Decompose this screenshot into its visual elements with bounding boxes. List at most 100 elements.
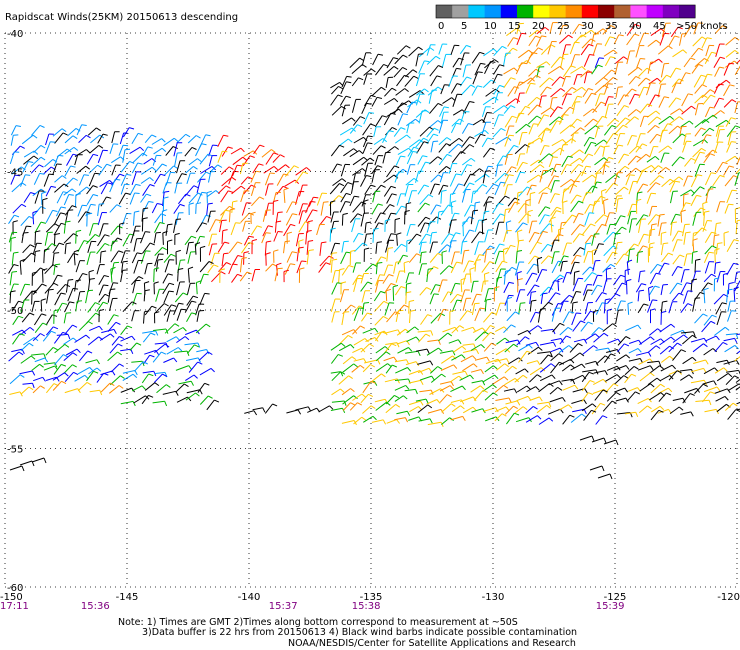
wind-barb: [505, 400, 521, 406]
wind-barb: [548, 408, 564, 415]
wind-barb: [395, 88, 409, 96]
wind-barb: [589, 465, 605, 472]
x-tick-label: -135: [360, 592, 383, 603]
wind-barb: [362, 142, 373, 154]
wind-barb: [20, 386, 34, 395]
wind-barb: [34, 221, 47, 234]
wind-barb: [265, 252, 271, 266]
wind-barb: [186, 172, 196, 185]
wind-barb: [8, 264, 19, 274]
wind-barb: [341, 212, 348, 226]
wind-barb: [581, 371, 594, 383]
wind-barb: [462, 229, 475, 243]
wind-barb: [197, 171, 211, 183]
wind-barb: [352, 116, 366, 126]
wind-barb: [704, 245, 717, 255]
wind-barb: [679, 72, 691, 84]
wind-barb: [494, 92, 503, 104]
wind-barb: [713, 234, 720, 246]
wind-barb: [536, 269, 548, 283]
wind-barb: [188, 192, 203, 204]
legend-label: 35: [605, 21, 618, 32]
wind-barb: [53, 363, 67, 375]
wind-barb: [471, 51, 485, 64]
wind-barb: [526, 52, 538, 65]
wind-barb: [408, 90, 425, 98]
wind-barb: [516, 395, 532, 402]
wind-barb: [547, 175, 560, 188]
wind-barb: [340, 81, 352, 95]
wind-barb: [239, 257, 247, 273]
wind-barb: [338, 344, 355, 352]
wind-barb: [89, 223, 99, 236]
legend-swatch: [436, 5, 453, 18]
wind-barb: [208, 171, 216, 183]
wind-barb: [734, 271, 740, 284]
wind-barb: [199, 292, 210, 306]
wind-barb: [647, 124, 660, 134]
wind-barb: [536, 35, 547, 47]
wind-barb: [714, 66, 725, 77]
wind-barb: [67, 287, 79, 302]
wind-barb: [375, 63, 389, 76]
wind-barb: [529, 241, 542, 255]
wind-barb: [646, 155, 660, 163]
wind-barb: [120, 160, 135, 173]
wind-barb: [131, 162, 143, 174]
wind-barb: [538, 192, 548, 204]
wind-barb: [540, 107, 555, 115]
wind-barb: [406, 118, 420, 127]
wind-barb: [415, 398, 429, 404]
wind-barb: [558, 345, 574, 354]
wind-barb: [63, 352, 78, 361]
wind-barb: [735, 219, 740, 235]
wind-barb: [702, 380, 717, 386]
wind-barb: [701, 320, 716, 333]
wind-barb: [393, 66, 408, 78]
wind-barb: [284, 263, 296, 275]
wind-barb: [44, 243, 57, 253]
wind-barb: [702, 94, 716, 106]
wind-barb: [415, 73, 426, 87]
wind-barb: [649, 365, 664, 374]
wind-barb: [261, 232, 271, 244]
wind-barb: [516, 336, 530, 346]
wind-barb: [669, 180, 681, 193]
wind-barb: [100, 196, 112, 207]
legend-swatch: [614, 5, 631, 18]
wind-barb: [54, 343, 70, 354]
wind-barb: [426, 266, 439, 276]
wind-barb: [98, 309, 105, 323]
wind-barb: [540, 255, 554, 265]
wind-barb: [538, 417, 554, 425]
wind-barb: [668, 97, 681, 108]
x-tick-label: -145: [116, 592, 139, 603]
wind-barb: [659, 129, 668, 143]
wind-barb: [660, 242, 669, 256]
wind-barb: [724, 402, 738, 411]
wind-barb: [163, 253, 176, 263]
wind-barb: [331, 105, 346, 116]
wind-barb: [668, 342, 682, 353]
wind-barb: [562, 200, 568, 215]
wind-barb: [198, 351, 213, 361]
wind-barb: [614, 241, 623, 257]
wind-barb: [703, 153, 715, 164]
wind-barb: [438, 137, 452, 146]
wind-barb: [470, 385, 485, 393]
wind-barb: [606, 349, 621, 355]
wind-barb: [459, 396, 477, 403]
legend-swatch: [598, 5, 615, 18]
wind-barb: [462, 220, 468, 237]
wind-barb: [372, 53, 383, 66]
wind-barb: [625, 174, 635, 186]
wind-barb: [695, 399, 712, 406]
wind-barb: [561, 188, 570, 203]
wind-barb: [384, 378, 400, 384]
wind-barb: [518, 132, 528, 145]
wind-barb: [352, 156, 368, 166]
wind-barb: [196, 178, 206, 194]
wind-barb: [504, 115, 517, 128]
wind-barb: [45, 346, 58, 356]
wind-barb: [274, 220, 282, 233]
